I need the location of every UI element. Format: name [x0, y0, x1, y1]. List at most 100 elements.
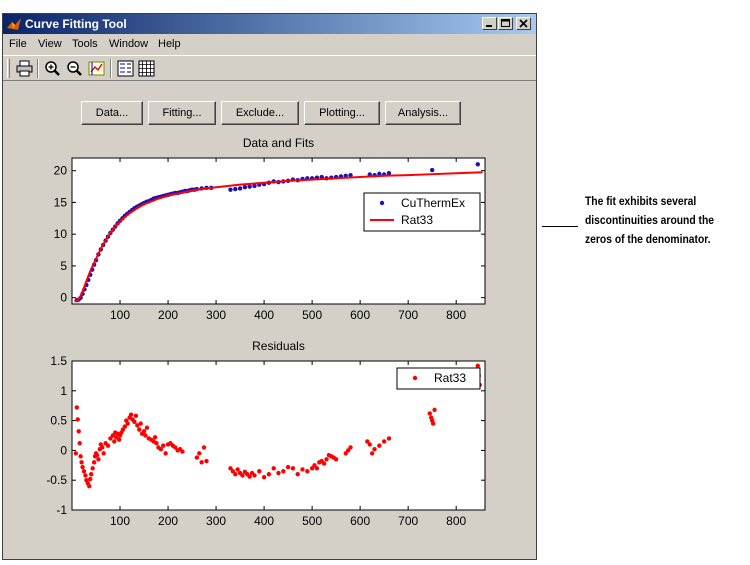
- y-tick-label: 20: [54, 164, 68, 178]
- data-point: [144, 425, 150, 430]
- data-point: [87, 483, 92, 489]
- data-point: [79, 460, 84, 465]
- x-tick-label: 300: [206, 308, 226, 322]
- fit-curve-line: [74, 171, 483, 303]
- data-cursor-icon[interactable]: [87, 59, 106, 78]
- legend-toggle-icon[interactable]: [116, 59, 135, 78]
- toolbar-grip[interactable]: [7, 59, 10, 78]
- exclude-button[interactable]: Exclude...: [221, 101, 299, 125]
- data-point: [91, 460, 97, 465]
- data-point: [122, 424, 128, 429]
- minimize-button[interactable]: [482, 17, 497, 30]
- title-bar[interactable]: Curve Fitting Tool: [3, 14, 536, 34]
- annotation-line-2: discontinuities around the: [585, 213, 715, 227]
- data-point: [305, 469, 310, 474]
- data-point: [429, 167, 435, 173]
- data-button[interactable]: Data...: [81, 101, 143, 125]
- data-point: [81, 469, 87, 474]
- data-point: [94, 452, 100, 458]
- x-tick-label: 200: [158, 308, 178, 322]
- data-point: [386, 436, 392, 441]
- data-point: [180, 449, 185, 454]
- data-point: [133, 413, 139, 419]
- data-point: [386, 171, 392, 176]
- data-point: [430, 421, 436, 426]
- menu-help[interactable]: Help: [158, 38, 181, 50]
- analysis-button[interactable]: Analysis...: [385, 101, 461, 125]
- legend-swatch: [379, 200, 385, 206]
- data-point: [235, 467, 240, 472]
- data-point: [271, 466, 276, 471]
- close-button[interactable]: [516, 17, 531, 30]
- window-title: Curve Fitting Tool: [25, 17, 127, 31]
- residuals-axes[interactable]: 100 200 300 400 500 600 700 800 -1 -0.5 0 0.5 1 1.5 Ra…: [46, 354, 486, 528]
- legend-entry: CuThermEx: [401, 196, 465, 210]
- minimize-icon: [486, 25, 492, 27]
- data-point: [228, 187, 233, 192]
- data-point: [381, 439, 387, 444]
- menu-tools[interactable]: Tools: [72, 38, 98, 50]
- legend[interactable]: CuThermEx Rat33: [363, 192, 481, 232]
- data-point: [110, 433, 116, 438]
- data-point: [281, 469, 286, 474]
- data-point: [141, 429, 147, 434]
- zoom-out-icon[interactable]: [65, 59, 84, 78]
- data-point: [372, 447, 377, 452]
- data-and-fits-axes[interactable]: 100 200 300 400 500 600 700 800 0 5 10 15 20 CuThermE…: [54, 157, 486, 322]
- maximize-button[interactable]: [498, 17, 513, 30]
- data-point: [128, 412, 134, 417]
- data-point: [197, 451, 202, 456]
- data-point: [432, 407, 437, 413]
- data-point: [290, 466, 296, 471]
- legend-entry: Rat33: [434, 371, 466, 385]
- menu-window[interactable]: Window: [109, 38, 149, 50]
- x-tick-label: 100: [110, 308, 130, 322]
- x-tick-label: 100: [110, 514, 130, 528]
- legend-box: [363, 192, 481, 232]
- toolbar: [3, 55, 536, 81]
- maximize-icon: [501, 19, 510, 27]
- data-point: [427, 411, 432, 416]
- legend-entry: Rat33: [401, 213, 433, 227]
- data-point: [137, 427, 142, 432]
- x-tick-label: 600: [350, 514, 370, 528]
- data-point: [125, 421, 130, 426]
- x-tick-label: 400: [254, 308, 274, 322]
- menu-bar: File View Tools Window Help: [3, 35, 536, 54]
- x-tick-label: 700: [398, 308, 418, 322]
- data-point: [194, 455, 200, 460]
- y-tick-label: 0: [60, 443, 67, 457]
- data-point: [78, 454, 83, 459]
- menu-file[interactable]: File: [9, 38, 27, 50]
- x-tick-label: 300: [206, 514, 226, 528]
- x-tick-label: 500: [302, 514, 322, 528]
- data-point: [295, 472, 300, 477]
- data-point: [365, 439, 370, 444]
- data-point: [252, 473, 257, 478]
- menu-view[interactable]: View: [38, 38, 62, 50]
- data-point: [475, 162, 480, 167]
- data-point: [132, 419, 137, 424]
- x-tick-label: 800: [446, 514, 466, 528]
- legend[interactable]: Rat33: [396, 367, 481, 390]
- data-point: [309, 466, 315, 471]
- data-point: [475, 363, 480, 368]
- data-point: [240, 473, 245, 478]
- plotting-button[interactable]: Plotting...: [304, 101, 380, 125]
- x-tick-label: 700: [398, 514, 418, 528]
- data-point: [233, 186, 238, 192]
- x-tick-label: 500: [302, 308, 322, 322]
- y-tick-label: 1: [60, 384, 67, 398]
- fits-plot-title: Data and Fits: [242, 136, 315, 150]
- close-icon: [519, 19, 528, 28]
- data-point: [152, 435, 158, 440]
- data-point: [300, 467, 305, 472]
- matlab-icon: [7, 18, 21, 30]
- fitting-button[interactable]: Fitting...: [148, 101, 216, 125]
- grid-toggle-icon[interactable]: [137, 59, 156, 78]
- zoom-in-icon[interactable]: [43, 59, 62, 78]
- data-point: [333, 457, 339, 462]
- y-tick-label: 0.5: [50, 414, 67, 428]
- data-point: [77, 441, 82, 446]
- printer-icon[interactable]: [15, 59, 34, 78]
